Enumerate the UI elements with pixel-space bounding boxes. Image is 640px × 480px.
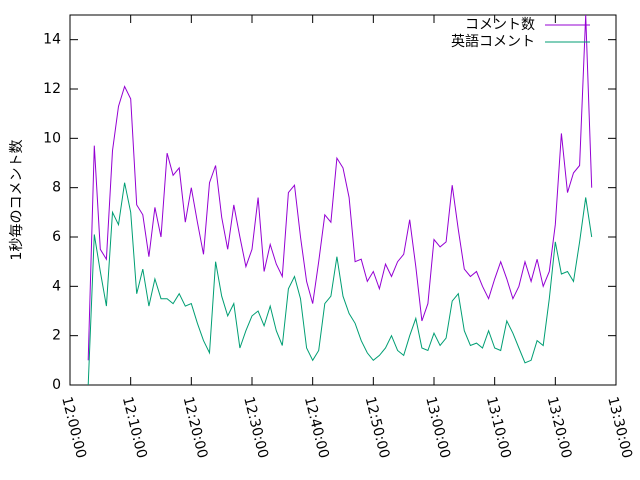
series-line bbox=[87, 182, 593, 386]
plot-border bbox=[69, 14, 617, 386]
y-tick-label: 12 bbox=[43, 81, 61, 97]
x-tick-label: 12:10:00 bbox=[119, 395, 150, 460]
y-tick-label: 2 bbox=[52, 328, 61, 344]
x-tick-label: 13:20:00 bbox=[544, 395, 575, 460]
x-tick-label: 12:20:00 bbox=[180, 395, 211, 460]
y-tick-label: 6 bbox=[52, 229, 61, 245]
x-tick-label: 12:50:00 bbox=[362, 395, 393, 460]
x-tick-label: 12:30:00 bbox=[240, 395, 271, 460]
x-tick-label: 13:10:00 bbox=[483, 395, 514, 460]
x-tick-label: 12:00:00 bbox=[58, 395, 89, 460]
x-tick-label: 13:00:00 bbox=[422, 395, 453, 460]
series-line bbox=[87, 14, 593, 361]
y-tick-label: 0 bbox=[52, 377, 61, 393]
x-tick-label: 12:40:00 bbox=[301, 395, 332, 460]
x-tick-label: 13:30:00 bbox=[604, 395, 635, 460]
legend-label: 英語コメント bbox=[451, 33, 535, 50]
y-tick-label: 10 bbox=[43, 130, 61, 146]
y-tick-label: 4 bbox=[52, 278, 61, 294]
y-axis-label: 1秒毎のコメント数 bbox=[9, 140, 25, 261]
y-tick-label: 8 bbox=[52, 180, 61, 196]
legend-label: コメント数 bbox=[465, 17, 535, 33]
y-tick-label: 14 bbox=[43, 32, 61, 48]
